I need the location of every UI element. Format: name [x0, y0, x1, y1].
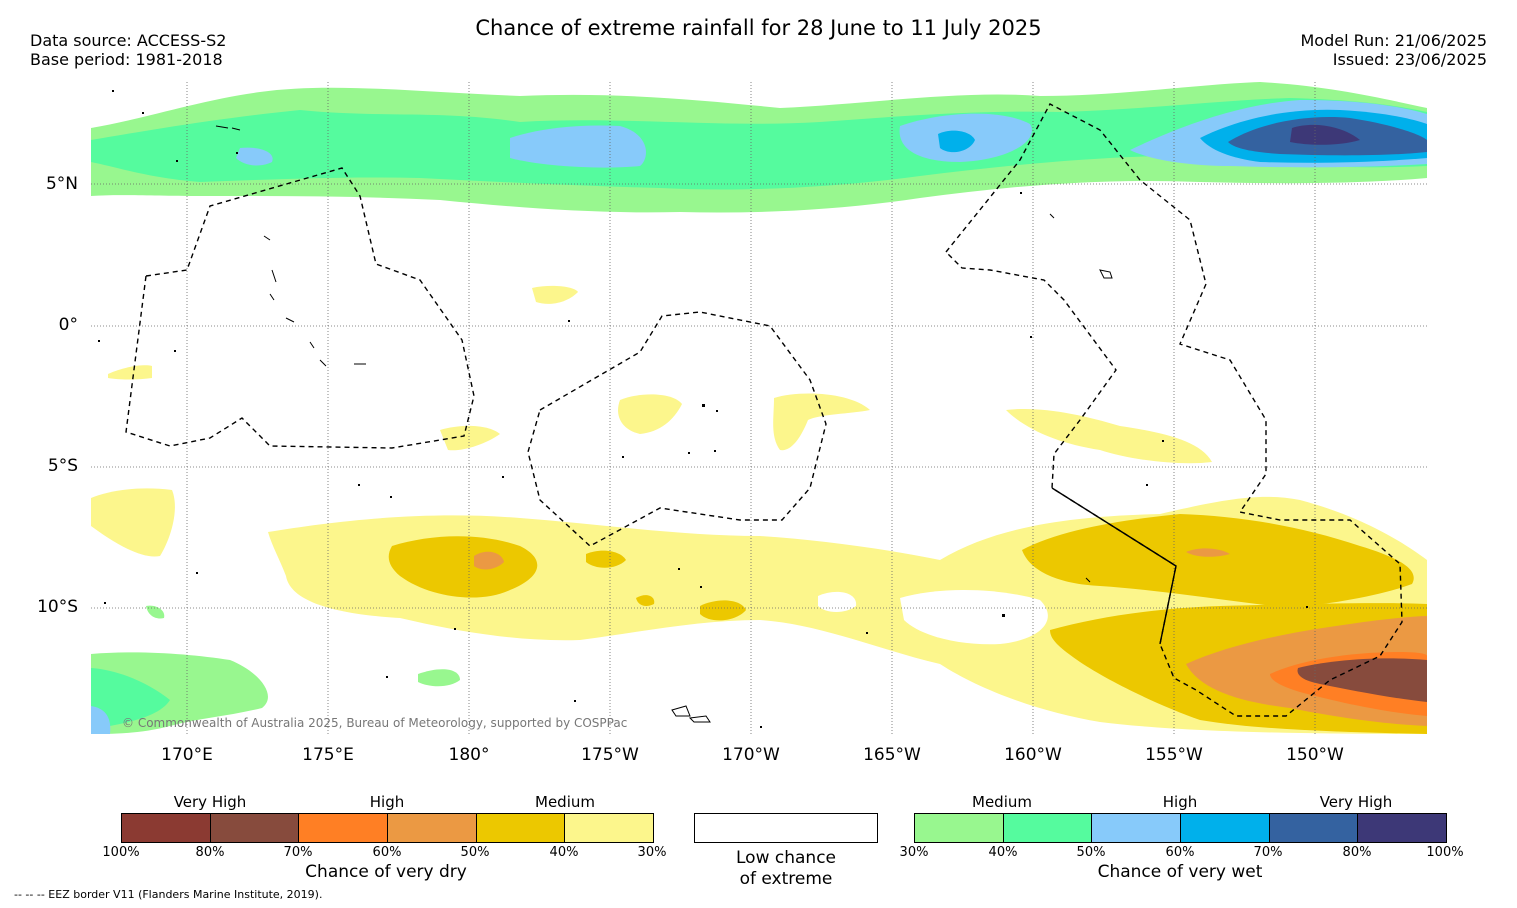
map-title: Chance of extreme rainfall for 28 June t… [475, 16, 1042, 40]
wet-60-region [938, 130, 975, 153]
base-period: Base period: 1981-2018 [30, 50, 223, 69]
dry-tick: 40% [549, 845, 579, 860]
dry-swatch [299, 814, 389, 842]
wet-swatch [1003, 814, 1093, 842]
dry-category-label: Very High [173, 793, 247, 811]
dry-40-region [388, 536, 538, 598]
wet-tick: 30% [899, 845, 929, 860]
lon-label: 150°W [1286, 745, 1344, 765]
lon-label: 155°W [1145, 745, 1203, 765]
graticule [91, 82, 1427, 734]
lon-label: 170°W [722, 745, 780, 765]
dry-30-region [773, 393, 870, 451]
dry-swatch [565, 814, 654, 842]
lon-label: 175°E [302, 745, 354, 765]
lon-label: 165°W [863, 745, 921, 765]
low-chance-region [818, 591, 857, 612]
dry-swatch [122, 814, 211, 842]
dry-30-region [108, 365, 152, 380]
lat-label: 10°S [37, 597, 78, 617]
wet-legend-label: Chance of very wet [1097, 862, 1263, 882]
dry-category-label: High [369, 793, 405, 811]
dry-40-region [586, 550, 626, 568]
wet-40-region [91, 668, 170, 734]
dry-colorbar [121, 813, 654, 843]
lon-label: 160°W [1004, 745, 1062, 765]
dry-tick: 50% [460, 845, 490, 860]
copyright-notice: © Commonwealth of Australia 2025, Bureau… [122, 716, 628, 730]
wet-50-region [236, 147, 273, 166]
neutral-label-line: of extreme [739, 869, 833, 889]
wet-50-region [91, 706, 111, 734]
dry-70-region [1297, 658, 1427, 702]
wet-category-label: High [1162, 793, 1198, 811]
dry-tick: 100% [102, 845, 140, 860]
model-run: Model Run: 21/06/2025 [1300, 31, 1488, 50]
eez-footnote: -- -- -- EEZ border V11 (Flanders Marine… [14, 888, 323, 901]
neutral-label-line: Low chance [736, 848, 836, 868]
dry-tick: 80% [195, 845, 225, 860]
wet-40-region [91, 98, 1427, 190]
wet-medium-region [418, 669, 460, 687]
wet-tick: 60% [1165, 845, 1195, 860]
wet-swatch [1181, 814, 1270, 842]
dry-swatch [476, 814, 566, 842]
dry-swatch [388, 814, 477, 842]
wet-medium-region [146, 605, 165, 619]
dry-40-region [1022, 514, 1414, 608]
data-source: Data source: ACCESS-S2 [30, 31, 227, 50]
lat-label: 5°N [45, 174, 78, 194]
wet-80-region [1290, 124, 1360, 145]
dry-30-region [532, 285, 578, 304]
dry-category-label: Medium [535, 793, 595, 811]
wet-tick: 50% [1076, 845, 1106, 860]
wet-category-label: Very High [1319, 793, 1393, 811]
wet-50-region [510, 125, 646, 168]
dry-30-region [618, 394, 682, 434]
dry-tick: 60% [372, 845, 402, 860]
lat-label: 0° [58, 315, 78, 335]
wet-tick: 100% [1426, 845, 1464, 860]
dry-40-region [636, 595, 655, 606]
dry-30-region [440, 425, 500, 451]
dry-tick: 70% [283, 845, 313, 860]
wet-swatch [1358, 814, 1447, 842]
dry-swatch [210, 814, 300, 842]
dry-30-region [1006, 408, 1212, 464]
lon-label: 175°W [581, 745, 639, 765]
lon-label: 170°E [161, 745, 213, 765]
eez-boundary-solid [1051, 487, 1177, 645]
meta-left: Data source: ACCESS-S2 Base period: 1981… [30, 31, 226, 69]
wet-colorbar [914, 813, 1447, 843]
island-dots [98, 90, 1308, 728]
dry-40-region [700, 600, 746, 621]
meta-right: Model Run: 21/06/2025 Issued: 23/06/2025 [1301, 31, 1488, 69]
wet-swatch [1092, 814, 1182, 842]
dry-50-region [474, 551, 504, 570]
eez-borders [125, 103, 1403, 717]
wet-category-label: Medium [972, 793, 1032, 811]
dry-50-region [1186, 548, 1230, 557]
dry-30-region [91, 488, 175, 557]
low-chance-region [900, 589, 1048, 645]
issued-date: Issued: 23/06/2025 [1332, 50, 1487, 69]
lon-label: 180° [448, 745, 490, 765]
neutral-swatch [694, 813, 878, 843]
lat-label: 5°S [47, 456, 78, 476]
wet-tick: 70% [1253, 845, 1283, 860]
wet-swatch [1269, 814, 1359, 842]
neutral-legend-label: Low chance of extreme [694, 848, 878, 890]
wet-tick: 80% [1342, 845, 1372, 860]
dry-legend-label: Chance of very dry [305, 862, 467, 882]
dry-tick: 30% [637, 845, 667, 860]
wet-swatch [915, 814, 1004, 842]
islands [215, 125, 1113, 723]
wet-tick: 40% [988, 845, 1018, 860]
